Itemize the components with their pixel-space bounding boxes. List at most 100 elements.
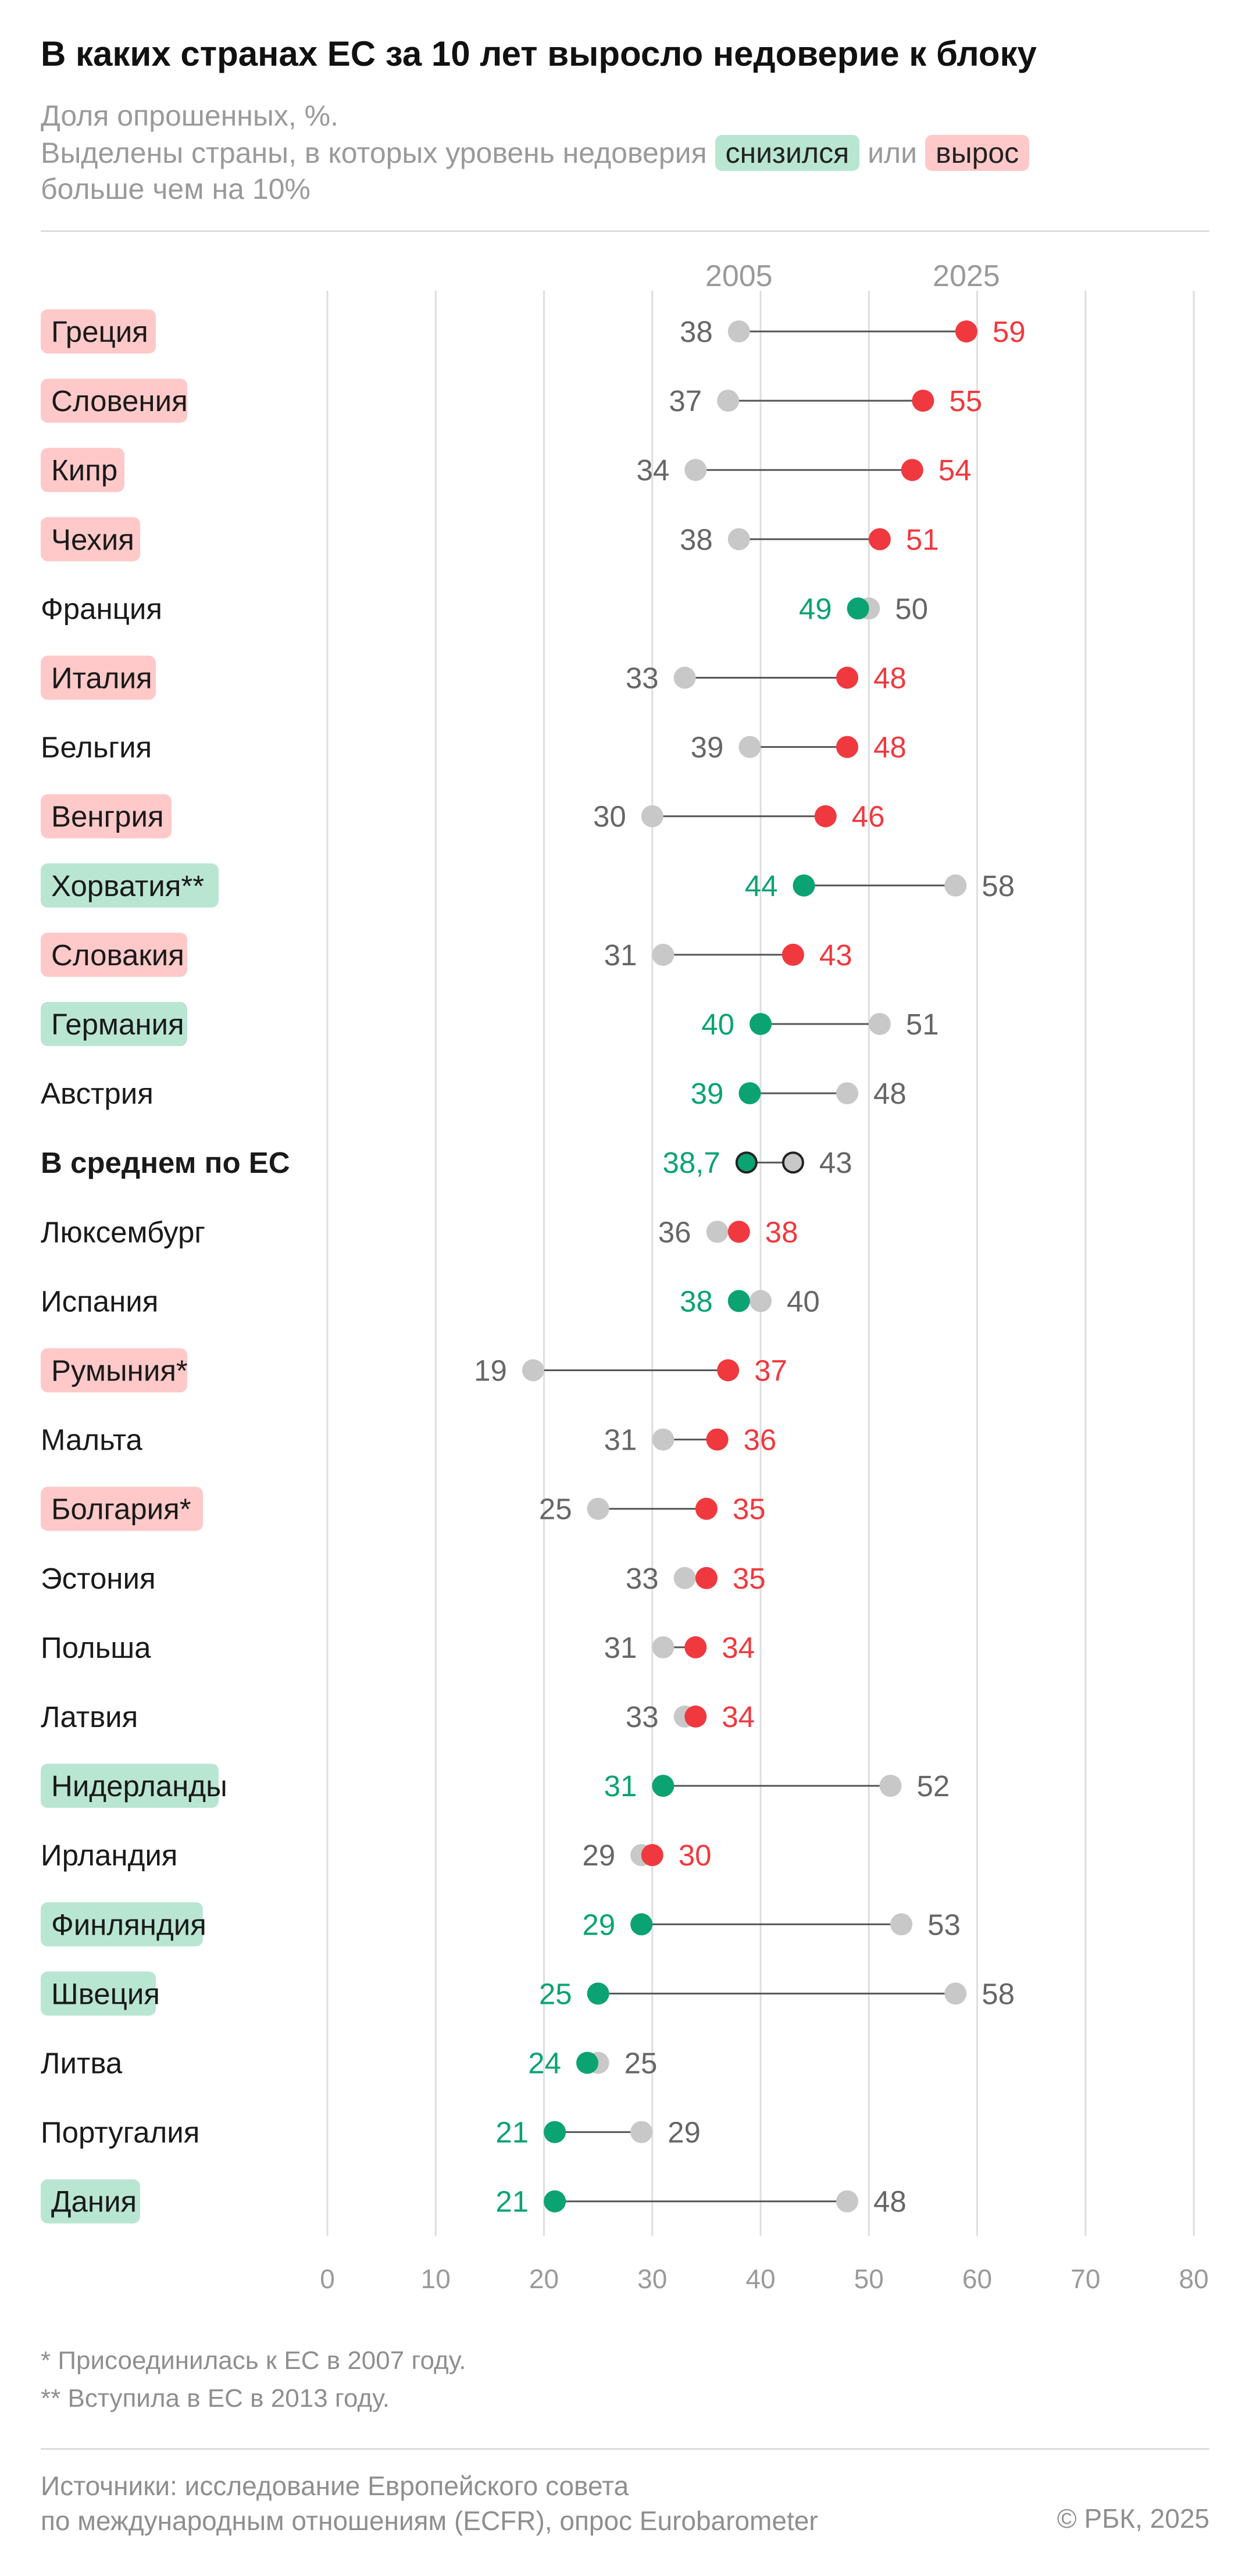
- value-label-2005: 33: [626, 1700, 659, 1733]
- country-highlight: [41, 1764, 219, 1808]
- footnote-2: ** Вступила в ЕС в 2013 году.: [41, 2384, 390, 2413]
- value-label-2005: 31: [604, 939, 637, 972]
- country-highlight: [41, 448, 124, 493]
- dot-2025: [727, 1290, 750, 1312]
- dot-2005: [641, 805, 663, 827]
- dot-2025: [955, 320, 977, 342]
- dot-2005: [868, 1013, 891, 1035]
- data-row: Болгария* 25 35: [41, 1486, 766, 1531]
- country-label: Италия: [51, 662, 152, 695]
- data-row: Словакия 31 43: [41, 932, 852, 977]
- value-label-2005: 43: [819, 1146, 852, 1179]
- value-label-2025: 24: [528, 2047, 561, 2080]
- chart-title: В каких странах ЕС за 10 лет выросло нед…: [41, 34, 1037, 73]
- country-highlight: [41, 309, 156, 354]
- country-label: Венгрия: [51, 800, 164, 833]
- dot-2005: [836, 2190, 858, 2213]
- country-label: Дания: [51, 2185, 137, 2218]
- subtitle-line-3: больше чем на 10%: [41, 173, 311, 205]
- value-label-2025: 54: [939, 454, 972, 487]
- data-row: Португалия 29 21: [41, 2116, 701, 2149]
- value-label-2025: 34: [722, 1631, 755, 1664]
- country-label: В среднем по ЕС: [41, 1146, 290, 1179]
- value-label-2005: 25: [539, 1493, 572, 1526]
- value-label-2025: 29: [582, 1908, 615, 1941]
- x-tick-label-50: 50: [854, 2264, 884, 2294]
- country-label: Хорватия**: [51, 869, 204, 902]
- value-label-2025: 39: [691, 1077, 724, 1110]
- dot-2005: [738, 736, 761, 758]
- legend-increased-badge: вырос: [925, 135, 1030, 171]
- value-label-2005: 58: [982, 869, 1015, 902]
- dot-2025: [727, 1221, 750, 1243]
- value-label-2025: 51: [906, 523, 939, 556]
- country-label: Бельгия: [41, 731, 152, 764]
- dot-2025: [717, 1359, 740, 1382]
- value-label-2025: 43: [819, 939, 852, 972]
- data-row: Румыния* 19 37: [41, 1348, 787, 1393]
- dot-2005: [727, 320, 750, 342]
- footer-divider: [41, 2448, 1209, 2450]
- country-label: Финляндия: [51, 1908, 206, 1941]
- x-tick-label-80: 80: [1179, 2264, 1208, 2294]
- data-row: Чехия 38 51: [41, 517, 939, 562]
- copyright: © РБК, 2025: [1057, 2503, 1209, 2534]
- value-label-2025: 36: [744, 1423, 777, 1457]
- data-row: Финляндия 53 29: [41, 1902, 961, 1947]
- country-label: Люксембург: [41, 1215, 205, 1248]
- value-label-2025: 38,7: [663, 1146, 720, 1179]
- value-label-2005: 37: [669, 384, 702, 418]
- dot-2005: [652, 1428, 675, 1451]
- data-row: Польша 31 34: [41, 1631, 755, 1664]
- value-label-2005: 48: [873, 2185, 907, 2218]
- country-highlight: [41, 517, 140, 562]
- dot-2005: [673, 1567, 696, 1589]
- dot-2025: [630, 1913, 653, 1936]
- value-label-2005: 53: [927, 1908, 961, 1941]
- country-label: Румыния*: [51, 1354, 188, 1387]
- value-label-2005: 29: [582, 1839, 615, 1872]
- dot-2025: [544, 2121, 566, 2143]
- value-label-2025: 31: [604, 1769, 637, 1803]
- country-label: Греция: [51, 315, 148, 348]
- country-label: Словения: [51, 384, 188, 418]
- value-label-2005: 36: [658, 1215, 691, 1248]
- value-label-2005: 31: [604, 1423, 637, 1457]
- value-label-2005: 50: [895, 592, 928, 625]
- data-row: В среднем по ЕС 43 38,7: [41, 1146, 852, 1179]
- country-label: Мальта: [41, 1423, 143, 1457]
- country-label: Нидерланды: [51, 1769, 227, 1803]
- data-row: Словения 37 55: [41, 379, 982, 423]
- dot-2005: [836, 1082, 858, 1105]
- value-label-2005: 29: [668, 2116, 701, 2149]
- value-label-2025: 35: [733, 1562, 766, 1595]
- dot-2005: [652, 1636, 675, 1658]
- value-label-2005: 34: [637, 454, 670, 487]
- subtitle-or: или: [868, 137, 918, 169]
- value-label-2025: 37: [754, 1354, 787, 1387]
- value-label-2005: 31: [604, 1631, 637, 1664]
- data-row: Австрия 48 39: [41, 1077, 907, 1110]
- value-label-2025: 59: [993, 315, 1026, 348]
- value-label-2025: 21: [495, 2185, 529, 2218]
- data-row: Греция 38 59: [41, 309, 1026, 354]
- dot-2025: [544, 2190, 566, 2213]
- x-tick-label-0: 0: [320, 2264, 335, 2294]
- data-row: Латвия 33 34: [41, 1700, 755, 1733]
- country-label: Латвия: [41, 1700, 138, 1733]
- dot-2005: [782, 1151, 804, 1174]
- country-highlight: [41, 1002, 187, 1046]
- value-label-2025: 40: [701, 1008, 734, 1041]
- country-label: Кипр: [51, 454, 117, 487]
- value-label-2005: 30: [593, 800, 626, 833]
- dot-2005: [944, 1982, 967, 2005]
- value-label-2005: 40: [787, 1285, 820, 1318]
- value-label-2005: 33: [626, 662, 659, 695]
- dot-2025: [587, 1982, 609, 2005]
- country-highlight: [41, 863, 219, 908]
- value-label-2025: 38: [765, 1215, 798, 1248]
- country-label: Эстония: [41, 1562, 156, 1595]
- dot-2025: [684, 1636, 707, 1658]
- dot-2025: [735, 1151, 758, 1174]
